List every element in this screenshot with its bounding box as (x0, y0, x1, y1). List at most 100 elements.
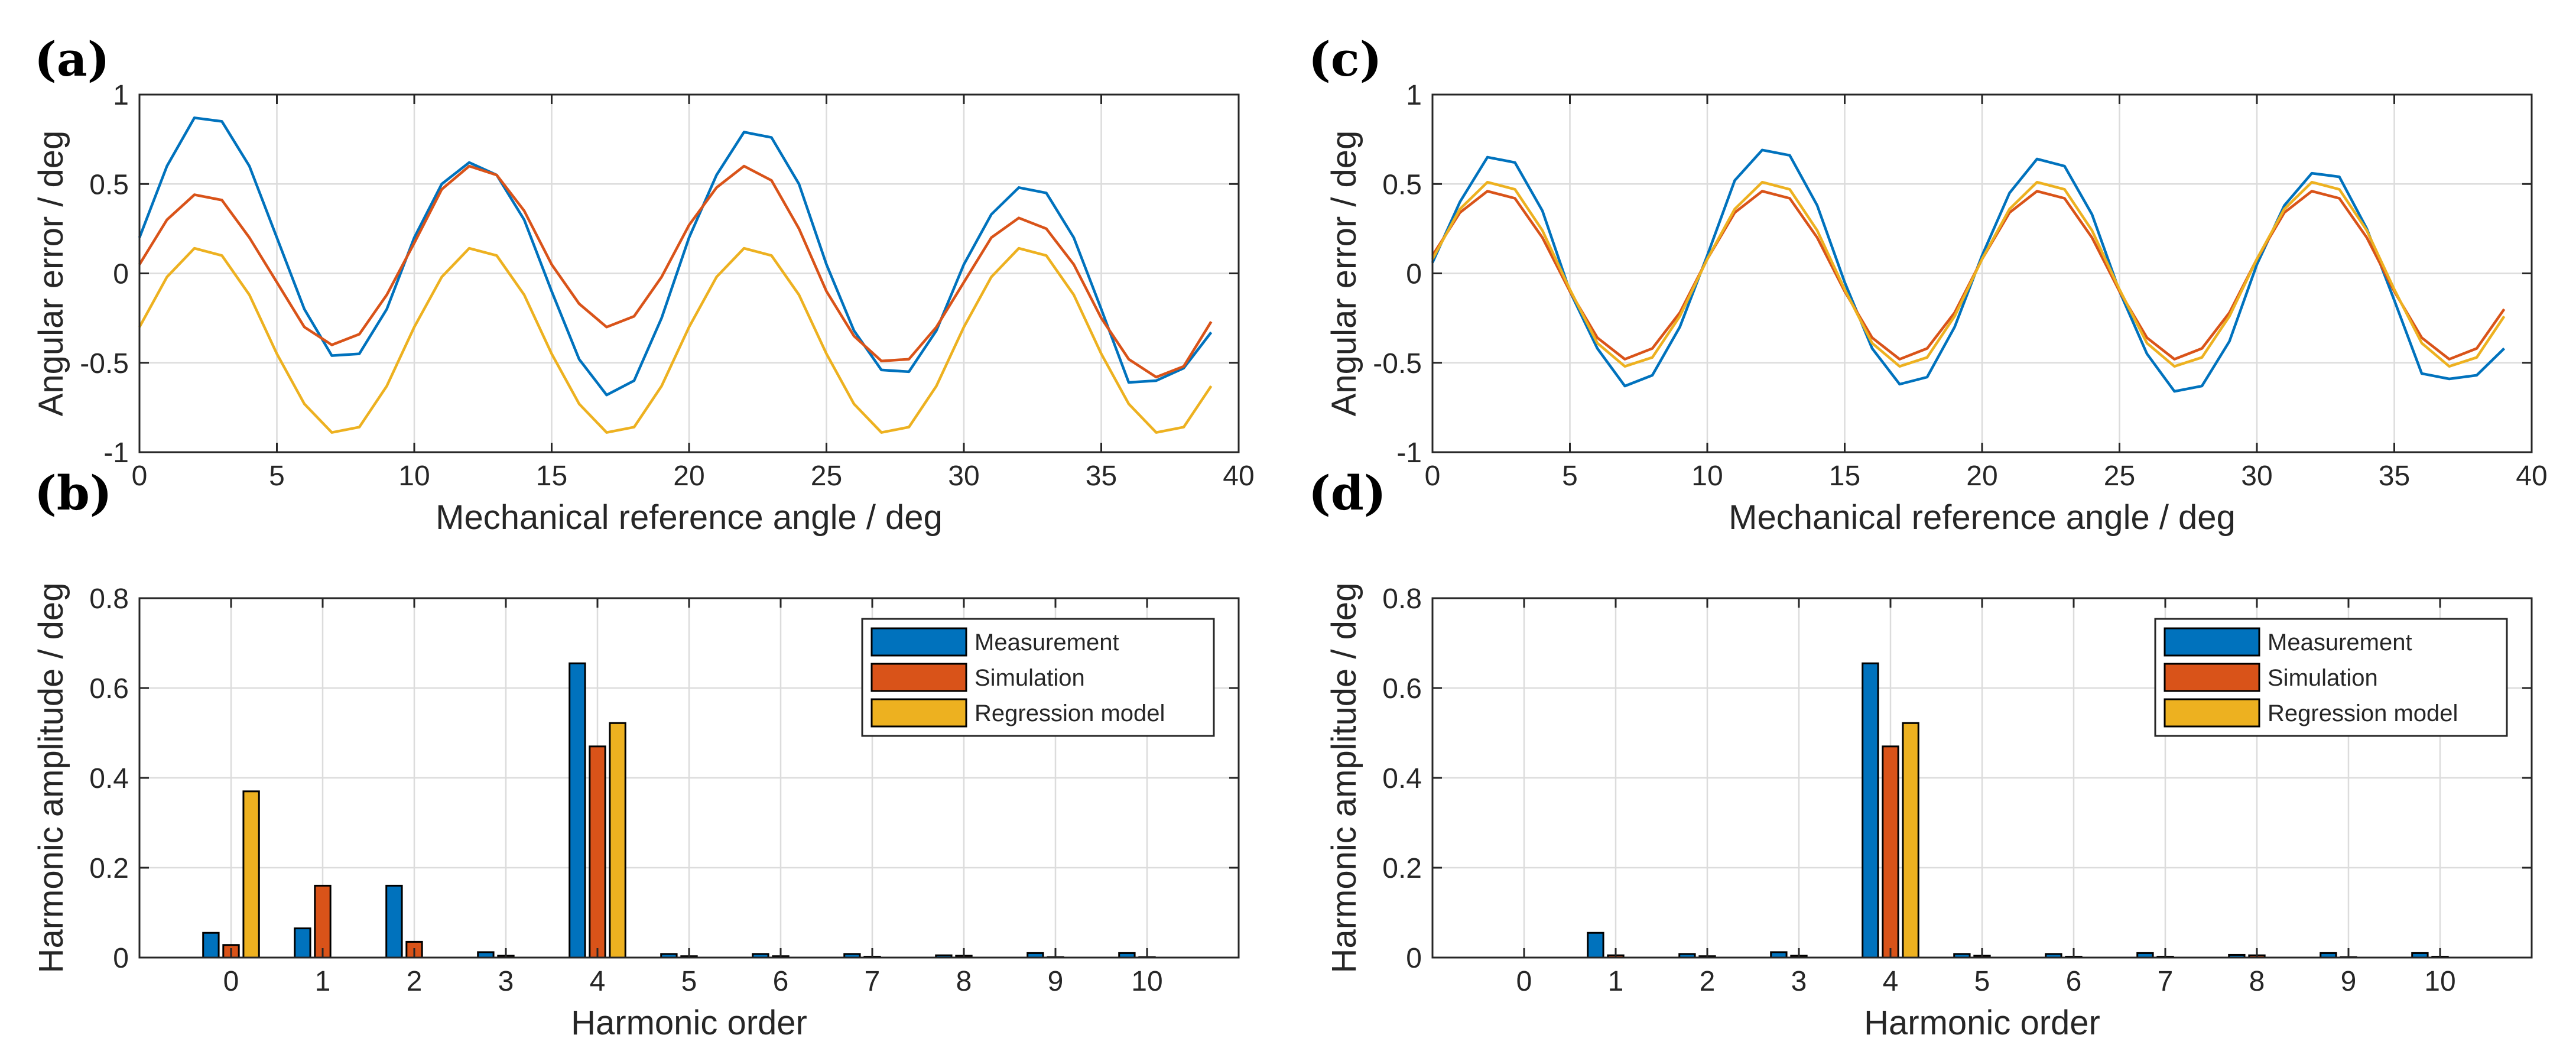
series-line-regression-model (1431, 180, 2506, 368)
x-tick-label: 25 (2104, 460, 2135, 492)
chart-panel-b: (b) 0 1 2 3 4 5 6 7 8 9 10 0 0.2 0.4 0.6 0.8 Harmonic ord… (32, 465, 1240, 1042)
legend: Measurement Simulation Regression model (2154, 618, 2508, 737)
x-tick-label: 0 (1516, 966, 1532, 997)
legend: Measurement Simulation Regression model (861, 618, 1215, 737)
legend-swatch-simulation (870, 663, 967, 692)
x-tick-label: 6 (773, 966, 789, 997)
x-tick-label: 10 (1691, 460, 1723, 492)
x-tick-label: 10 (1131, 966, 1162, 997)
bar-regression-model-0 (242, 790, 260, 959)
legend-label-simulation: Simulation (2268, 665, 2378, 691)
x-tick-label: 10 (2424, 966, 2455, 997)
bar-measurement-2 (385, 884, 403, 959)
x-tick-label: 7 (2158, 966, 2174, 997)
bar-measurement-4 (1862, 662, 1879, 959)
y-axis-label: Angular error / deg (32, 131, 70, 417)
y-tick-label: 0.8 (89, 583, 129, 615)
x-tick-label: 9 (2341, 966, 2357, 997)
y-axis-label: Harmonic amplitude / deg (1325, 583, 1363, 974)
x-tick-label: 8 (2249, 966, 2265, 997)
x-tick-label: 5 (1562, 460, 1578, 492)
x-tick-label: 8 (956, 966, 972, 997)
x-tick-label: 4 (590, 966, 606, 997)
x-tick-label: 5 (1974, 966, 1990, 997)
bar-measurement-1 (294, 927, 311, 959)
series-line-measurement (1431, 148, 2506, 393)
x-tick-label: 2 (1700, 966, 1716, 997)
bar-simulation-4 (1882, 745, 1899, 959)
legend-label-simulation: Simulation (974, 665, 1085, 691)
y-tick-label: 0.4 (89, 763, 129, 794)
bar-measurement-1 (1587, 932, 1604, 959)
y-tick-label: 0.5 (1382, 169, 1422, 200)
y-tick-label: 0.6 (1382, 673, 1422, 705)
y-tick-label: -0.5 (80, 348, 129, 379)
x-tick-label: 35 (2379, 460, 2410, 492)
x-tick-label: 30 (2241, 460, 2272, 492)
y-tick-label: 1 (1406, 80, 1422, 111)
legend-swatch-measurement (2164, 627, 2260, 657)
x-tick-label: 15 (1829, 460, 1860, 492)
y-tick-label: -0.5 (1373, 348, 1422, 379)
y-tick-label: 1 (113, 80, 129, 111)
chart-panel-d: (d) 0 1 2 3 4 5 6 7 8 9 10 0 0.2 0.4 0.6 0.8 Harmonic ord… (1308, 465, 2533, 1042)
x-axis-label: Mechanical reference angle / deg (436, 498, 943, 537)
legend-swatch-simulation (2164, 663, 2260, 692)
x-tick-label: 0 (1425, 460, 1441, 492)
y-tick-label: 0.2 (1382, 853, 1422, 884)
bar-regression-model-4 (609, 722, 626, 959)
y-tick-label: 0.5 (89, 169, 129, 200)
y-tick-label: 0.2 (89, 853, 129, 884)
x-axis-label: Mechanical reference angle / deg (1729, 498, 2236, 537)
y-tick-label: 0.8 (1382, 583, 1422, 615)
x-tick-label: 20 (673, 460, 704, 492)
legend-swatch-regression-model (870, 698, 967, 728)
y-tick-label: 0 (1406, 943, 1422, 974)
bar-simulation-1 (314, 884, 332, 959)
x-tick-label: 25 (811, 460, 842, 492)
legend-swatch-regression-model (2164, 698, 2260, 728)
y-tick-label: -1 (1396, 437, 1422, 469)
x-tick-label: 1 (1608, 966, 1624, 997)
x-axis-label: Harmonic order (1864, 1004, 2100, 1042)
x-tick-label: 5 (269, 460, 285, 492)
y-tick-label: 0 (113, 259, 129, 290)
legend-label-regression-model: Regression model (974, 700, 1165, 726)
x-tick-label: 40 (1223, 460, 1254, 492)
x-tick-label: 0 (223, 966, 239, 997)
y-tick-label: 0 (113, 943, 129, 974)
x-tick-label: 1 (315, 966, 331, 997)
x-tick-label: 2 (407, 966, 423, 997)
x-tick-label: 15 (536, 460, 567, 492)
series-line-measurement (138, 116, 1213, 397)
x-tick-label: 3 (1791, 966, 1807, 997)
y-tick-label: 0 (1406, 259, 1422, 290)
legend-label-regression-model: Regression model (2268, 700, 2458, 726)
y-axis-label: Harmonic amplitude / deg (32, 583, 70, 974)
x-tick-label: 35 (1086, 460, 1117, 492)
legend-label-measurement: Measurement (2268, 630, 2412, 656)
x-tick-label: 6 (2066, 966, 2082, 997)
x-tick-label: 30 (948, 460, 979, 492)
x-tick-label: 0 (132, 460, 148, 492)
y-tick-label: 0.6 (89, 673, 129, 705)
panel-label: (c) (1308, 31, 1382, 87)
legend-swatch-measurement (870, 627, 967, 657)
bar-regression-model-4 (1902, 722, 1919, 959)
bar-simulation-4 (589, 745, 606, 959)
panel-label: (a) (34, 31, 110, 87)
x-tick-label: 20 (1966, 460, 1997, 492)
x-tick-label: 10 (398, 460, 430, 492)
series-line-simulation (138, 164, 1213, 379)
x-tick-label: 3 (498, 966, 514, 997)
y-tick-label: -1 (103, 437, 129, 469)
chart-panel-a: (a) 0 5 10 15 20 25 30 35 40 -1 -0.5 0 0.5 1 Mechanical… (32, 31, 1255, 537)
y-axis-label: Angular error / deg (1325, 131, 1363, 417)
panel-label: (b) (34, 465, 112, 521)
chart-panel-c: (c) 0 5 10 15 20 25 30 35 40 -1 -0.5 0 0.5 1 Mechanical… (1308, 31, 2548, 537)
panel-label: (d) (1308, 465, 1386, 521)
x-tick-label: 7 (865, 966, 881, 997)
x-tick-label: 4 (1883, 966, 1899, 997)
x-tick-label: 9 (1048, 966, 1064, 997)
